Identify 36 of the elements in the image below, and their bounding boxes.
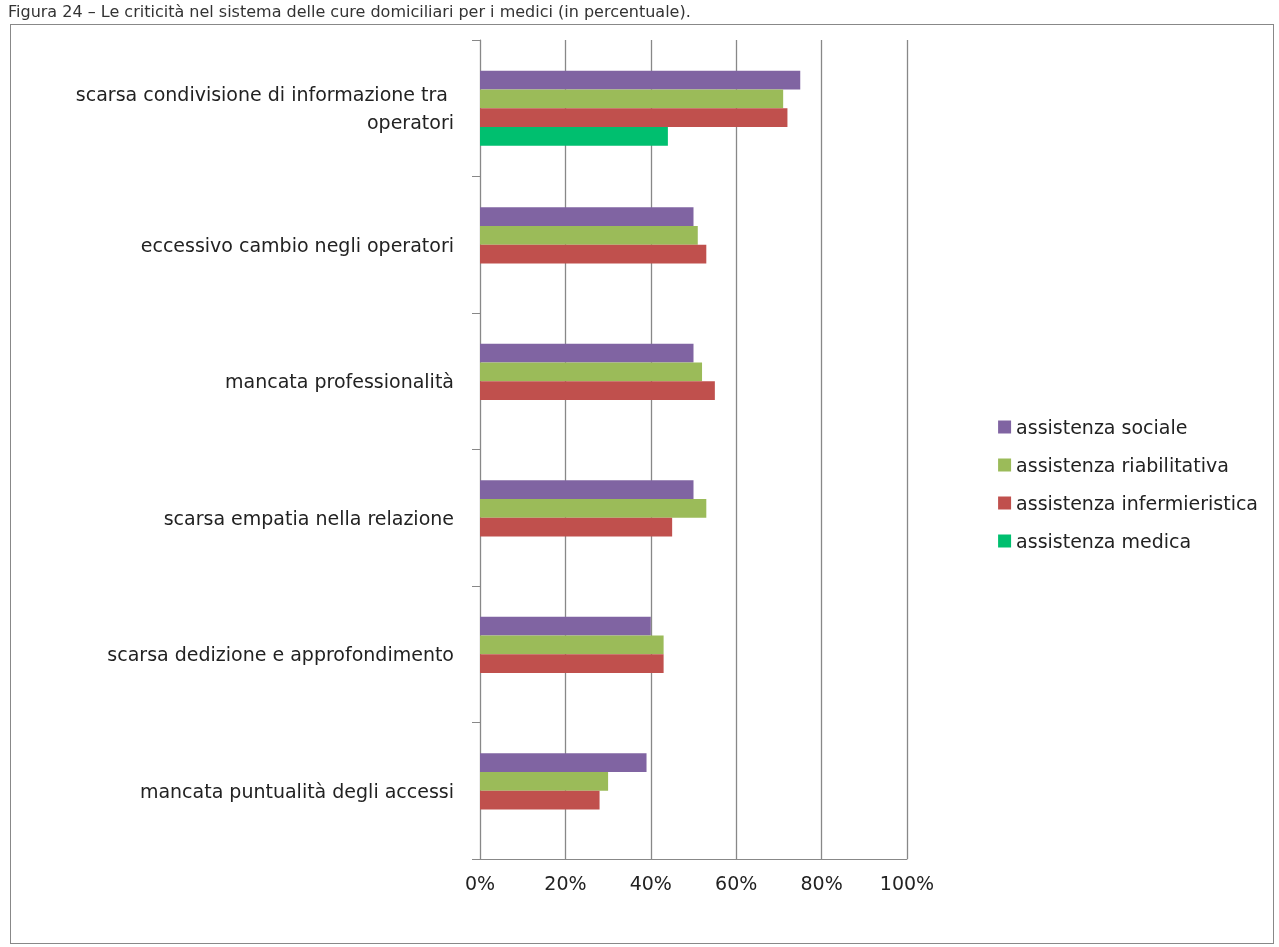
bar — [480, 89, 784, 109]
bar — [480, 362, 703, 382]
bar — [480, 771, 609, 791]
y-tick-label: scarsa dedizione e approfondimento — [107, 643, 454, 666]
x-tick-label: 20% — [544, 871, 587, 894]
x-tick-label: 100% — [879, 871, 935, 894]
text: Figura 24 – Le criticità nel sistema delle cure domiciliari per i medici (in percentuale). — [8, 2, 691, 21]
bar — [480, 498, 707, 518]
x-tick-label: 60% — [715, 871, 758, 894]
bar — [480, 635, 664, 655]
x-tick-label: 40% — [629, 871, 672, 894]
bar — [480, 225, 698, 245]
bar — [480, 790, 600, 810]
bar — [480, 207, 694, 226]
legend-label: assistenza infermieristica — [1016, 492, 1259, 514]
y-tick-label: scarsa empatia nella relazione — [163, 506, 454, 529]
y-tick-label: mancata puntualità degli accessi — [139, 779, 454, 802]
bar — [480, 654, 664, 674]
bar — [480, 517, 673, 537]
legend-label: assistenza medica — [1016, 530, 1192, 552]
x-tick-label: 0% — [464, 871, 496, 894]
legend-label: assistenza riabilitativa — [1016, 454, 1229, 476]
y-tick-label: eccessivo cambio negli operatori — [140, 233, 454, 256]
bar — [480, 381, 715, 401]
y-tick-label: scarsa condivisione di informazione tra operatori — [75, 83, 454, 134]
bar — [480, 480, 694, 499]
bar — [480, 616, 651, 636]
bar — [480, 343, 694, 363]
bar — [480, 127, 668, 146]
x-tick-label: 80% — [800, 871, 843, 894]
bar — [480, 108, 788, 128]
y-tick-label: mancata professionalità — [225, 370, 454, 393]
bar — [480, 70, 801, 90]
legend-label: assistenza sociale — [1016, 416, 1188, 438]
bar — [480, 753, 647, 772]
bar — [480, 244, 707, 264]
